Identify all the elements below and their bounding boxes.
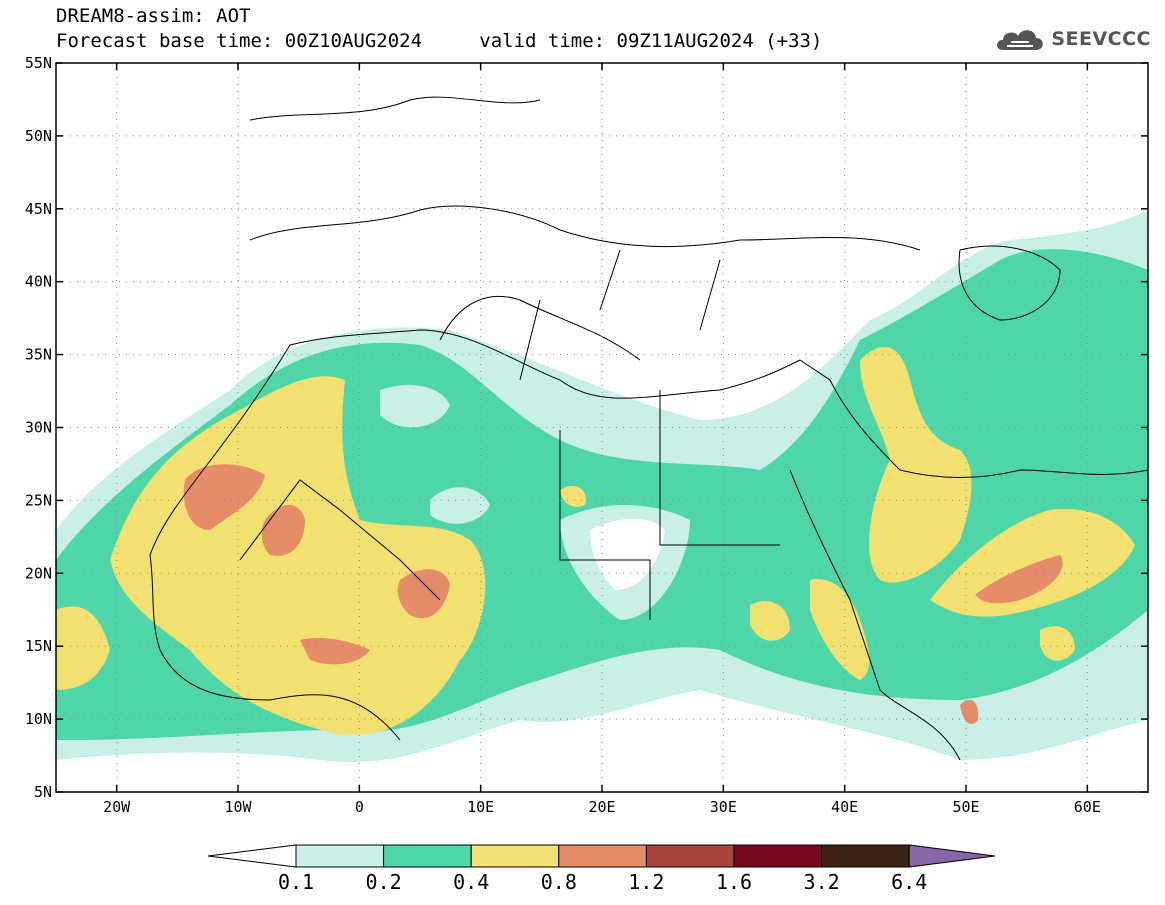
lon-tick-label: 10E (467, 798, 494, 816)
colorbar-label: 0.2 (366, 870, 402, 894)
colorbar-label: 1.6 (716, 870, 752, 894)
colorbar-swatch (470, 844, 560, 868)
colorbar: 0.1 0.2 0.4 0.8 1.2 1.6 3.2 6.4 (207, 844, 996, 894)
lon-tick-label: 20E (588, 798, 615, 816)
lat-tick-label: 20N (25, 564, 52, 582)
colorbar-label: 0.1 (278, 870, 314, 894)
colorbar-arrow-low (207, 844, 297, 868)
colorbar-swatch (821, 844, 910, 868)
lat-tick-label: 35N (25, 346, 52, 364)
lon-tick-label: 20W (103, 798, 131, 816)
lat-tick-label: 25N (25, 491, 52, 509)
map-title: DREAM8-assim: AOT (56, 5, 251, 27)
lat-tick-label: 50N (25, 127, 52, 145)
logo-text: SEEVCCC (1051, 28, 1151, 50)
colorbar-arrow-high (908, 844, 996, 868)
colorbar-label: 3.2 (804, 870, 840, 894)
lon-tick-label: 50E (952, 798, 979, 816)
lon-tick-label: 0 (355, 798, 364, 816)
lat-tick-label: 5N (34, 783, 52, 801)
lon-tick-label: 30E (710, 798, 737, 816)
lat-tick-label: 40N (25, 273, 52, 291)
lat-tick-label: 45N (25, 200, 52, 218)
lon-tick-label: 40E (831, 798, 858, 816)
lon-tick-label: 10W (224, 798, 252, 816)
graticule (56, 63, 1148, 792)
lat-tick-label: 30N (25, 419, 52, 437)
lat-axis: 55N 50N 45N 40N 35N 30N 25N 20N 15N 10N 5N (25, 54, 1148, 801)
colorbar-swatch (295, 844, 385, 868)
colorbar-label: 1.2 (628, 870, 664, 894)
aot-band-0.4-arabia (860, 346, 972, 583)
cloud-icon (997, 30, 1044, 50)
valid-time: valid time: 09Z11AUG2024 (+33) (479, 30, 823, 52)
seevccc-logo: SEEVCCC (993, 24, 1151, 54)
colorbar-label: 6.4 (891, 870, 927, 894)
colorbar-swatch (558, 844, 647, 868)
aot-band-0.8 (183, 464, 265, 530)
base-time: Forecast base time: 00Z10AUG2024 (56, 30, 423, 52)
lat-tick-label: 10N (25, 710, 52, 728)
lon-tick-label: 60E (1074, 798, 1101, 816)
colorbar-swatch (383, 844, 472, 868)
colorbar-swatch (645, 844, 735, 868)
colorbar-swatch (733, 844, 823, 868)
lon-axis: 20W 10W 0 10E 20E 30E 40E 50E 60E (103, 63, 1101, 816)
colorbar-label: 0.4 (453, 870, 489, 894)
aot-band-0.4-west (110, 376, 486, 736)
colorbar-label: 0.8 (541, 870, 577, 894)
coastlines (149, 96, 1148, 761)
time-info: Forecast base time: 00Z10AUG2024 valid t… (56, 30, 822, 52)
lat-tick-label: 15N (25, 637, 52, 655)
lat-tick-label: 55N (25, 54, 52, 72)
